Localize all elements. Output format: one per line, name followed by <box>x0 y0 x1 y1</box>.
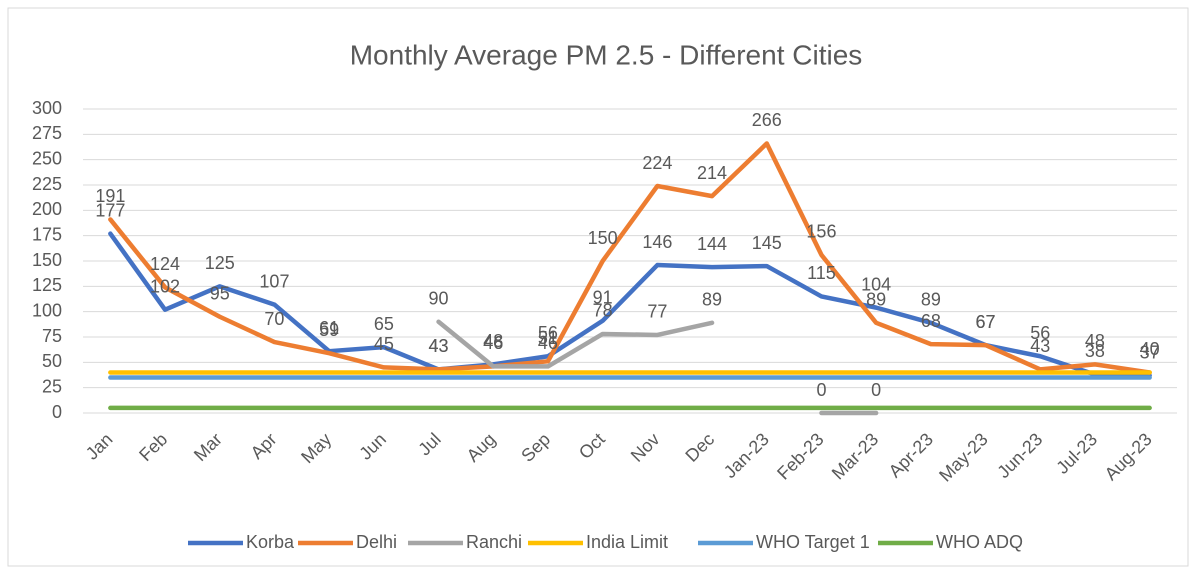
data-label: 43 <box>429 336 449 356</box>
data-label: 0 <box>816 380 826 400</box>
y-tick-label: 275 <box>32 123 62 143</box>
legend-label: Ranchi <box>466 532 522 552</box>
legend-label: Korba <box>246 532 295 552</box>
data-label: 150 <box>588 228 618 248</box>
data-label: 90 <box>429 289 449 309</box>
data-label: 144 <box>697 234 727 254</box>
y-tick-label: 250 <box>32 148 62 168</box>
series-line <box>436 319 879 416</box>
data-label: 77 <box>647 302 667 322</box>
data-label: 115 <box>807 263 836 283</box>
chart-frame <box>7 7 1189 567</box>
series-line <box>108 141 1152 375</box>
data-label: 145 <box>752 233 782 253</box>
data-label: 102 <box>150 276 180 296</box>
data-label: 37 <box>1140 342 1160 362</box>
legend-label: Delhi <box>356 532 397 552</box>
data-label: 51 <box>538 328 558 348</box>
data-label: 43 <box>429 336 449 356</box>
data-label: 46 <box>538 333 558 353</box>
data-label: 45 <box>374 334 394 354</box>
y-tick-label: 25 <box>42 376 62 396</box>
data-label: 59 <box>319 320 339 340</box>
legend-label: WHO Target 1 <box>756 532 870 552</box>
data-label: 191 <box>95 186 125 206</box>
y-tick-label: 300 <box>32 98 62 118</box>
data-label: 214 <box>697 163 727 183</box>
data-label: 65 <box>374 314 394 334</box>
data-label: 48 <box>483 331 503 351</box>
data-label: 89 <box>866 290 886 310</box>
data-label: 67 <box>976 312 996 332</box>
data-label: 70 <box>264 309 284 329</box>
data-label: 67 <box>976 312 996 332</box>
y-tick-label: 125 <box>32 275 62 295</box>
chart-title: Monthly Average PM 2.5 - Different Citie… <box>350 39 863 70</box>
y-tick-label: 50 <box>42 351 62 371</box>
series-line <box>108 231 1152 378</box>
data-label: 146 <box>642 232 672 252</box>
data-label: 78 <box>593 301 613 321</box>
data-label: 89 <box>702 290 722 310</box>
data-label: 68 <box>921 311 941 331</box>
data-label: 46 <box>483 333 503 353</box>
y-tick-label: 175 <box>32 224 62 244</box>
data-label: 91 <box>593 288 613 308</box>
data-label: 125 <box>205 253 235 273</box>
data-label: 48 <box>1085 331 1105 351</box>
y-tick-label: 150 <box>32 250 62 270</box>
data-label: 224 <box>642 153 672 173</box>
data-label: 95 <box>210 283 230 303</box>
data-label: 40 <box>1140 339 1160 359</box>
data-label: 38 <box>1085 341 1105 361</box>
data-label: 56 <box>538 323 558 343</box>
data-label: 177 <box>95 200 125 220</box>
data-label: 104 <box>861 274 891 294</box>
data-label: 124 <box>150 254 180 274</box>
y-tick-label: 225 <box>32 174 62 194</box>
data-label: 43 <box>1030 336 1050 356</box>
legend-label: WHO ADQ <box>936 532 1023 552</box>
y-tick-label: 100 <box>32 300 62 320</box>
data-label: 61 <box>319 318 339 338</box>
data-label: 266 <box>752 110 782 130</box>
y-tick-label: 0 <box>52 402 62 422</box>
y-tick-label: 75 <box>42 326 62 346</box>
data-label: 46 <box>483 333 503 353</box>
data-label: 0 <box>871 380 881 400</box>
data-label: 56 <box>1030 323 1050 343</box>
data-label: 107 <box>259 271 289 291</box>
data-label: 89 <box>921 290 941 310</box>
legend-label: India Limit <box>586 532 668 552</box>
y-tick-label: 200 <box>32 199 62 219</box>
data-label: 156 <box>806 222 836 242</box>
